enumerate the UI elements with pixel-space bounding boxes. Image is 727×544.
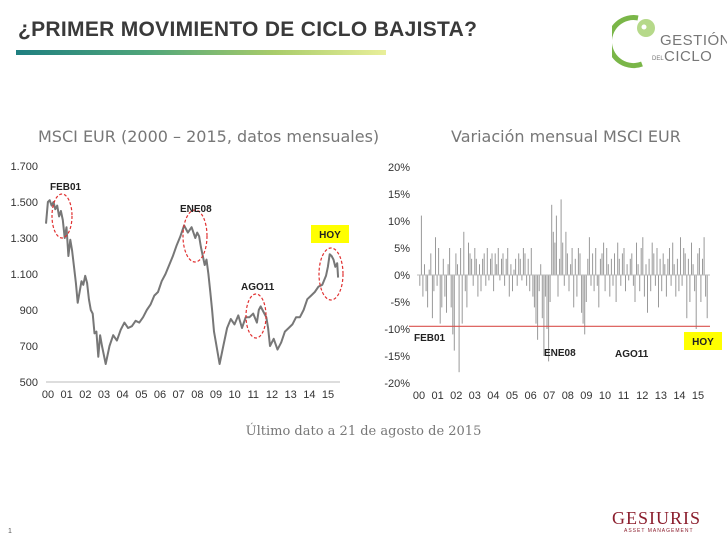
chart1-annotation-ellipse — [318, 247, 344, 301]
chart1-xtick-label: 07 — [173, 389, 185, 401]
chart1-xtick-label: 05 — [135, 389, 147, 401]
chart1-ytick-label: 1.500 — [10, 197, 38, 209]
logo-line2: CICLO — [664, 48, 713, 65]
chart1-ytick-label: 700 — [20, 341, 38, 353]
chart2-xtick-label: 03 — [469, 390, 481, 402]
chart2-xtick-label: 11 — [618, 390, 629, 402]
chart1-xtick-label: 10 — [229, 389, 241, 401]
chart2-ytick-label: 5% — [394, 243, 410, 255]
gesiuris-logo: GESIURIS — [612, 508, 702, 528]
chart1-xtick-label: 00 — [42, 389, 54, 401]
chart1-xtick-label: 14 — [303, 389, 315, 401]
chart1-xtick-label: 02 — [79, 389, 91, 401]
chart1-ytick-label: 1.100 — [10, 269, 38, 281]
chart2-xtick-label: 14 — [673, 390, 685, 402]
chart2-annotation-label: AGO11 — [615, 349, 649, 360]
chart2-xtick-label: 08 — [562, 390, 574, 402]
chart2-ytick-label: -15% — [384, 351, 410, 363]
chart2-xtick-label: 01 — [431, 390, 443, 402]
chart1-annotation-label: ENE08 — [180, 204, 212, 215]
chart2-ytick-label: -20% — [384, 378, 410, 390]
chart1-xtick-label: 15 — [322, 389, 334, 401]
gesiuris-subtitle: ASSET MANAGEMENT — [624, 528, 694, 534]
gestion-ciclo-logo — [612, 15, 655, 69]
chart1-xtick-label: 06 — [154, 389, 166, 401]
chart2-xtick-label: 13 — [655, 390, 667, 402]
chart1-ytick-label: 1.700 — [10, 161, 38, 173]
chart2-annotation-highlight — [684, 332, 722, 350]
chart1-series-line — [45, 199, 340, 365]
chart2-xtick-label: 12 — [636, 390, 648, 402]
chart1-annotation-ellipse — [51, 193, 73, 239]
chart1-xtick-label: 03 — [98, 389, 110, 401]
title-underline — [16, 50, 386, 55]
chart1-xtick-label: 12 — [266, 389, 278, 401]
chart2-annotation-label: HOY — [692, 337, 714, 348]
chart2-ytick-label: -10% — [384, 324, 410, 336]
chart1-annotation-label: HOY — [319, 230, 341, 241]
chart1-xtick-label: 01 — [61, 389, 73, 401]
chart2-xtick-label: 10 — [599, 390, 611, 402]
chart2-xtick-label: 09 — [580, 390, 592, 402]
chart2-ytick-label: 10% — [388, 216, 410, 228]
chart2-annotation-label: FEB01 — [414, 333, 446, 344]
chart2-xtick-label: 00 — [413, 390, 425, 402]
logo-del: DEL — [652, 56, 664, 62]
chart1-title: MSCI EUR (2000 – 2015, datos mensuales) — [38, 127, 380, 146]
chart2-xtick-label: 05 — [506, 390, 518, 402]
logo-arc-icon — [612, 15, 643, 69]
footer-note: Último dato a 21 de agosto de 2015 — [245, 424, 482, 439]
chart2-xtick-label: 15 — [692, 390, 704, 402]
chart2-xtick-label: 02 — [450, 390, 462, 402]
page-title: ¿PRIMER MOVIMIENTO DE CICLO BAJISTA? — [18, 18, 478, 41]
chart1-ytick-label: 900 — [20, 305, 38, 317]
chart2-annotation-label: ENE08 — [544, 348, 576, 359]
chart1-ytick-label: 1.300 — [10, 233, 38, 245]
chart2-ytick-label: 0% — [394, 270, 410, 282]
logo-line1: GESTIÓN — [660, 32, 727, 49]
chart1-annotation-highlight — [311, 225, 349, 243]
chart2-xtick-label: 07 — [543, 390, 555, 402]
chart2-title: Variación mensual MSCI EUR — [451, 127, 681, 146]
chart1-xtick-label: 09 — [210, 389, 222, 401]
chart1-annotation-label: AGO11 — [241, 282, 275, 293]
chart1-xtick-label: 11 — [248, 389, 259, 401]
chart1-annotation-ellipse — [182, 209, 208, 263]
chart2-xtick-label: 04 — [487, 390, 499, 402]
chart2-ytick-label: 15% — [388, 189, 410, 201]
chart1-xtick-label: 13 — [285, 389, 297, 401]
chart2-ytick-label: 20% — [388, 162, 410, 174]
chart2-ytick-label: -5% — [390, 297, 410, 309]
chart1-xtick-label: 08 — [191, 389, 203, 401]
chart1-annotation-ellipse — [245, 293, 267, 339]
chart1-annotation-label: FEB01 — [50, 182, 82, 193]
chart2-xtick-label: 06 — [524, 390, 536, 402]
chart1-xtick-label: 04 — [117, 389, 129, 401]
page-number: 1 — [8, 528, 12, 535]
chart1-ytick-label: 500 — [20, 377, 38, 389]
